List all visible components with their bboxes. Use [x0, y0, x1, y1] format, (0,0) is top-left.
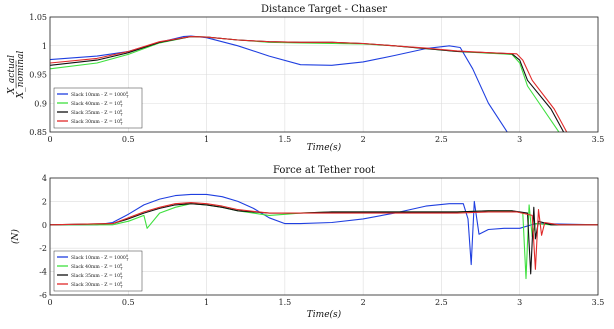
chart-1: 0 0.5 1 1.5 2 2.5 3 3.5 0.85 0.9 0.95 1 1.05 Distance… [7, 4, 604, 153]
chart-2: 0 0.5 1 1.5 2 2.5 3 3.5 -6 -4 -2 0 2 4 Force at Tether… [10, 165, 604, 320]
x-tick-label: 1.5 [278, 298, 291, 307]
legend-label: Slack 30mm - Z = 100 T [71, 281, 123, 289]
x-tick-label: 0 [47, 135, 52, 144]
y-tick-label: 0.95 [29, 71, 47, 80]
x-tick-label: 2 [361, 298, 366, 307]
y-tick-label: 1.05 [29, 13, 47, 22]
y-tick-label: 2 [42, 197, 47, 206]
legend-label: Slack 40mm - Z = 100 T [71, 263, 123, 271]
x-tick-label: 3 [517, 135, 522, 144]
legend-label: Slack 10mm - Z = 10000 T [71, 254, 129, 262]
x-tick-label: 1 [204, 298, 209, 307]
y-tick-label: 0.85 [29, 128, 47, 137]
y-axis-label: X_actual X_nominal [7, 51, 26, 100]
y-tick-label: 1 [42, 42, 47, 51]
svg-text:X_nominal: X_nominal [16, 51, 26, 100]
x-tick-label: 0.5 [122, 135, 135, 144]
legend-label: Slack 35mm - Z = 100 T [71, 109, 123, 117]
axes-frame [49, 16, 599, 133]
series-line-4 [50, 36, 568, 132]
y-tick-label: -2 [39, 244, 47, 253]
legend-label: Slack 10mm - Z = 10000 T [71, 91, 129, 99]
x-axis-label: Time(s) [307, 142, 342, 153]
svg-text:X_actual: X_actual [7, 55, 17, 95]
x-tick-label: 1.5 [278, 135, 291, 144]
x-tick-label: 2 [361, 135, 366, 144]
x-tick-label: 2.5 [435, 135, 448, 144]
x-tick-label: 3.5 [592, 135, 605, 144]
legend-label: Slack 35mm - Z = 100 T [71, 272, 123, 280]
series-line-1 [50, 193, 598, 266]
x-tick-label: 0.5 [122, 298, 135, 307]
axes-frame [49, 177, 599, 296]
y-tick-label: 0 [42, 221, 47, 230]
legend-label: Slack 40mm - Z = 100 T [71, 100, 123, 108]
y-tick-label: 4 [42, 174, 47, 183]
x-tick-label: 3.5 [592, 298, 605, 307]
y-tick-label: -6 [39, 291, 47, 300]
y-tick-label: -4 [39, 268, 47, 277]
series-line-4 [50, 202, 598, 270]
y-tick-label: 0.9 [34, 99, 47, 108]
y-axis-label: (N) [10, 229, 21, 244]
chart-title: Distance Target - Chaser [261, 4, 387, 15]
x-tick-label: 2.5 [435, 298, 448, 307]
x-tick-label: 3 [517, 298, 522, 307]
chart-title: Force at Tether root [273, 165, 375, 176]
x-tick-label: 0 [47, 298, 52, 307]
legend-label: Slack 30mm - Z = 100 T [71, 118, 123, 126]
x-axis-label: Time(s) [307, 309, 342, 320]
x-tick-label: 1 [204, 135, 209, 144]
